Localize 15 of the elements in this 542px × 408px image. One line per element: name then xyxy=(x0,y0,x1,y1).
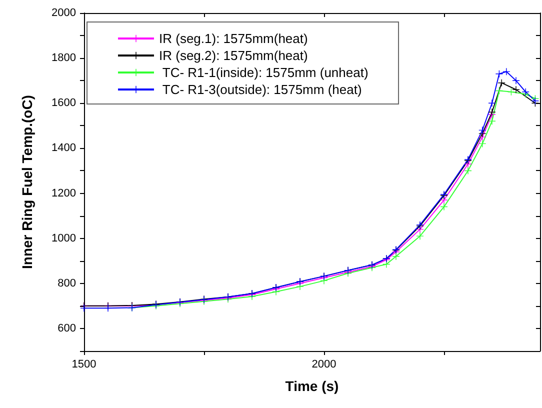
y-tick-label: 1600 xyxy=(52,97,76,110)
y-tick-label: 800 xyxy=(58,277,76,290)
y-tick-label: 1200 xyxy=(52,187,76,200)
x-axis-title: Time (s) xyxy=(285,378,339,394)
legend-label: IR (seg.1): 1575mm(heat) xyxy=(159,31,308,46)
y-axis-title: Inner Ring Fuel Temp.(oC) xyxy=(19,95,35,269)
y-tick-label: 2000 xyxy=(52,7,76,19)
y-tick-label: 1000 xyxy=(52,232,76,244)
x-tick-label: 1500 xyxy=(72,358,96,370)
legend-label: TC- R1-3(outside): 1575mm (heat) xyxy=(159,82,362,97)
y-tick-label: 600 xyxy=(58,322,76,334)
legend-label: TC- R1-1(inside): 1575mm (unheat) xyxy=(159,65,368,80)
legend-label: IR (seg.2): 1575mm(heat) xyxy=(159,48,308,63)
y-tick-label: 1800 xyxy=(52,52,76,64)
y-tick-label: 1400 xyxy=(52,142,76,154)
